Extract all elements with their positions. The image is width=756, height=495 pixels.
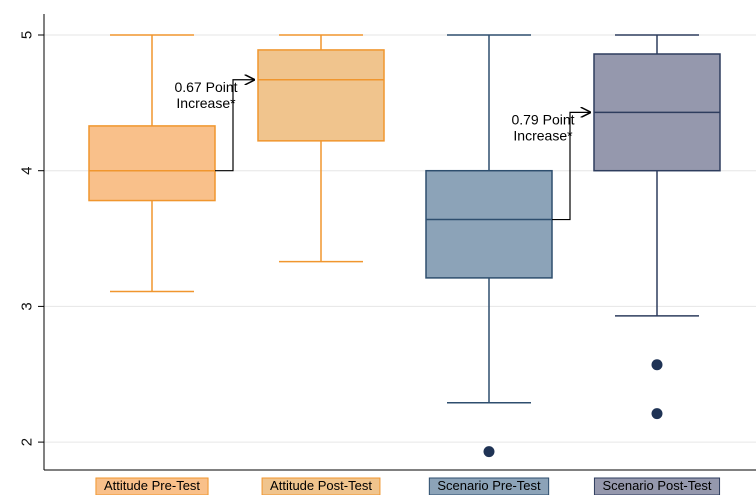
y-tick-label: 4	[18, 167, 35, 175]
y-tick-label: 3	[18, 302, 35, 310]
category-label-background	[261, 477, 381, 495]
boxes	[88, 34, 721, 458]
annotation-line-2: Increase*	[176, 95, 236, 111]
category-label-4: Scenario Post-Test	[593, 477, 721, 495]
box-4	[593, 34, 721, 420]
annotation-line-1: 0.67 Point	[174, 79, 237, 95]
category-labels: Attitude Pre-Test Attitude Post-Test Scena…	[95, 477, 721, 495]
annotation-line-2: Increase*	[513, 127, 573, 143]
y-axis: 2 3 4 5	[18, 14, 756, 471]
category-label-text: Attitude Post-Test	[270, 478, 372, 493]
y-tick-label: 5	[18, 31, 35, 39]
iqr-box	[88, 125, 216, 202]
outlier-point	[651, 359, 663, 371]
category-label-background	[428, 477, 550, 495]
category-label-text: Scenario Pre-Test	[437, 478, 541, 493]
increase-arrow	[215, 80, 254, 172]
outlier-point	[483, 446, 495, 458]
iqr-box	[425, 169, 553, 279]
outlier-point	[651, 408, 663, 420]
annotation-line-1: 0.79 Point	[511, 111, 574, 127]
category-label-background	[593, 477, 721, 495]
category-label-background	[95, 477, 209, 495]
box-3	[425, 34, 553, 458]
iqr-box	[257, 49, 385, 142]
category-label-2: Attitude Post-Test	[261, 477, 381, 495]
y-tick-label: 2	[18, 438, 35, 446]
increase-arrow	[552, 112, 590, 221]
category-label-1: Attitude Pre-Test	[95, 477, 209, 495]
box-1	[88, 34, 216, 293]
category-label-3: Scenario Pre-Test	[428, 477, 550, 495]
category-label-text: Scenario Post-Test	[602, 478, 711, 493]
category-label-text: Attitude Pre-Test	[104, 478, 200, 493]
box-2	[257, 34, 385, 263]
